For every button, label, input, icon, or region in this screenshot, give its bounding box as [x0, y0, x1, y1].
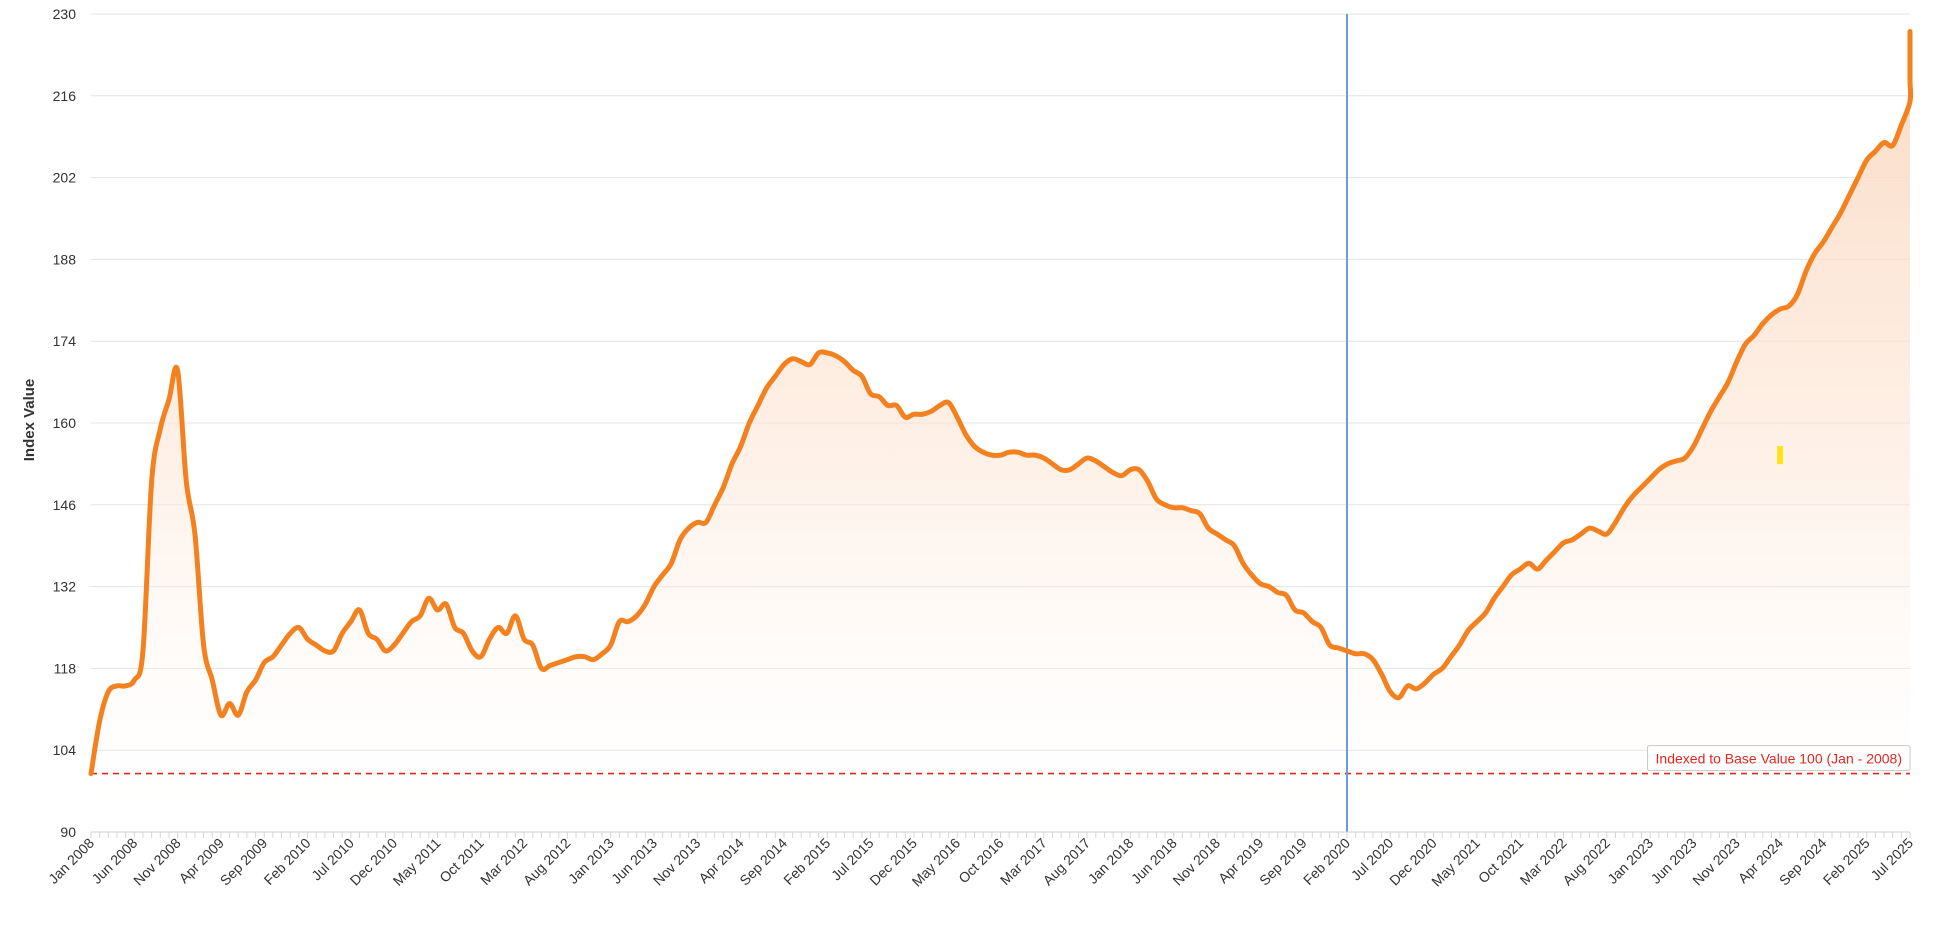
y-tick-label-1: 104 [53, 742, 77, 758]
x-tick-label-2: Nov 2008 [130, 835, 184, 889]
x-tick-label-16: Sep 2014 [736, 835, 790, 889]
y-tick-label-4: 146 [53, 497, 77, 513]
series-line-group [88, 29, 1914, 777]
y-tick-label-0: 90 [60, 824, 76, 840]
x-tick-label-17: Feb 2015 [780, 835, 833, 888]
y-tick-label-7: 188 [53, 251, 77, 267]
y-tick-label-3: 132 [53, 579, 77, 595]
x-tick-label-5: Feb 2010 [261, 835, 314, 888]
axes [90, 831, 1911, 838]
y-tick-label-9: 216 [53, 88, 77, 104]
x-tick-label-36: Jan 2023 [1604, 835, 1656, 887]
x-tick-label-26: Nov 2018 [1169, 835, 1223, 889]
x-tick-label-24: Jan 2018 [1085, 835, 1137, 887]
y-tick-label-2: 118 [54, 660, 77, 676]
x-tick-label-14: Nov 2013 [650, 835, 704, 889]
x-tick-label-35: Aug 2022 [1559, 835, 1613, 889]
y-tick-label-10: 230 [53, 6, 77, 22]
x-tick-label-4: Sep 2009 [217, 835, 271, 889]
x-tick-label-42: Jul 2025 [1867, 835, 1916, 884]
x-tick-label-41: Feb 2025 [1820, 835, 1873, 888]
x-tick-label-0: Jan 2008 [45, 835, 97, 887]
y-tick-label-6: 174 [53, 333, 77, 349]
reference-annotation-label: Indexed to Base Value 100 (Jan - 2008) [1656, 751, 1902, 767]
series-area [91, 31, 1911, 832]
reference-annotation: Indexed to Base Value 100 (Jan - 2008) [1647, 745, 1911, 772]
x-tick-label-23: Aug 2017 [1040, 835, 1094, 889]
x-tick-label-12: Jan 2013 [565, 835, 617, 887]
small-yellow-marker [1777, 446, 1784, 465]
x-tick-label-11: Aug 2012 [520, 835, 574, 889]
small-marker-group [1777, 446, 1784, 465]
series-line [88, 29, 1914, 777]
x-tick-label-40: Sep 2024 [1776, 835, 1830, 889]
x-tick-label-8: May 2011 [390, 835, 444, 889]
y-tick-labels: 90 104 118 132 146 160 174 188 202 216 230 [53, 6, 77, 840]
x-tick-label-28: Sep 2019 [1256, 835, 1310, 889]
x-tick-label-29: Feb 2020 [1300, 835, 1353, 888]
y-tick-label-8: 202 [53, 170, 77, 186]
y-axis-title: Index Value [21, 379, 38, 462]
y-tick-label-5: 160 [53, 415, 77, 431]
reference-annotation-box [1647, 745, 1911, 772]
series-area-fill [91, 31, 1911, 832]
x-tick-label-38: Nov 2023 [1689, 835, 1743, 889]
